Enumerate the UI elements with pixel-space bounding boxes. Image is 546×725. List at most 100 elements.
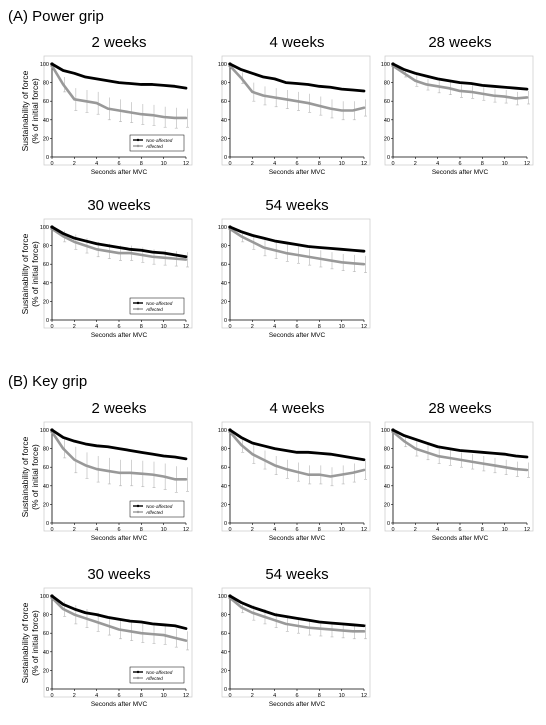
y-tick-label: 20 (384, 136, 390, 142)
x-tick-label: 0 (391, 161, 394, 167)
x-tick-label: 0 (50, 161, 53, 167)
y-tick-label: 0 (46, 155, 49, 161)
x-tick-label: 0 (228, 527, 231, 533)
y-tick-label: 0 (224, 318, 227, 324)
legend-box (129, 666, 185, 684)
x-tick-label: 12 (183, 527, 189, 533)
y-tick-label: 80 (43, 447, 49, 453)
y-tick-label: 60 (43, 99, 49, 105)
legend-label: Non-affected (146, 670, 173, 675)
y-tick-label: 20 (43, 502, 49, 508)
data-point (50, 225, 54, 229)
x-tick-label: 0 (228, 161, 231, 167)
legend-box (129, 134, 185, 152)
x-tick-label: 0 (391, 527, 394, 533)
panel-title: 2 weeks (91, 34, 147, 51)
y-tick-label: 80 (384, 81, 390, 87)
section-title-power-grip: (A) Power grip (8, 8, 104, 25)
y-tick-label: 60 (43, 262, 49, 268)
panel-frame (43, 421, 193, 532)
panel-frame (221, 421, 371, 532)
legend-box (129, 297, 185, 315)
y-tick-label: 60 (384, 99, 390, 105)
x-tick-label: 0 (50, 324, 53, 330)
y-tick-label: 20 (43, 136, 49, 142)
y-tick-label: 0 (387, 155, 390, 161)
x-tick-label: 12 (361, 527, 367, 533)
x-tick-label: 12 (183, 693, 189, 699)
x-tick-label: 12 (524, 161, 530, 167)
legend-label: Non-affected (146, 138, 173, 143)
x-tick-label: 6 (117, 527, 120, 533)
chart-svg: 0 20 40 60 80 100 0 2 4 6 8 10 12 Seconds after MVC (381, 55, 534, 176)
section-title-key-grip: (B) Key grip (8, 373, 88, 390)
x-axis-label: Seconds after MVC (91, 535, 148, 542)
y-tick-label: 20 (221, 502, 227, 508)
y-tick-label: 40 (384, 484, 390, 490)
chart-panel: 0 20 40 60 80 100 0 2 4 6 8 10 12 Seconds after MVC No… (22, 398, 194, 553)
y-tick-label: 20 (221, 136, 227, 142)
x-tick-label: 0 (228, 693, 231, 699)
panel-frame (384, 55, 534, 166)
y-tick-label: 60 (221, 99, 227, 105)
x-tick-label: 12 (183, 324, 189, 330)
legend-marker (136, 670, 140, 674)
panel-title: 54 weeks (265, 566, 329, 583)
y-tick-label: 100 (218, 594, 227, 600)
chart-svg: 0 20 40 60 80 100 0 2 4 6 8 10 12 Seconds after MVC (218, 55, 371, 176)
x-axis-label: Seconds after MVC (269, 169, 326, 176)
chart-panel: 0 20 40 60 80 100 0 2 4 6 8 10 12 Seconds after MVC (363, 398, 535, 553)
y-tick-label: 80 (384, 447, 390, 453)
panel-title: 4 weeks (269, 400, 325, 417)
x-tick-label: 2 (414, 161, 417, 167)
chart-svg: 0 20 40 60 80 100 0 2 4 6 8 10 12 Seconds after MVC No… (40, 55, 193, 176)
legend-label: Non-affected (146, 504, 173, 509)
series-line-non-affected (50, 62, 188, 90)
x-tick-label: 8 (481, 527, 484, 533)
chart-panel: 0 20 40 60 80 100 0 2 4 6 8 10 12 Seconds after MVC (200, 398, 372, 553)
x-tick-label: 2 (73, 693, 76, 699)
y-tick-label: 100 (218, 428, 227, 434)
x-tick-label: 2 (73, 527, 76, 533)
x-tick-label: 4 (273, 693, 276, 699)
x-tick-label: 2 (73, 161, 76, 167)
x-tick-label: 8 (140, 527, 143, 533)
y-tick-label: 100 (40, 62, 49, 68)
y-tick-label: 80 (43, 613, 49, 619)
x-axis-label: Seconds after MVC (432, 535, 489, 542)
series-line-affected (50, 596, 188, 642)
x-tick-label: 0 (228, 324, 231, 330)
y-tick-label: 100 (218, 225, 227, 231)
x-tick-label: 2 (251, 693, 254, 699)
y-tick-label: 60 (221, 465, 227, 471)
x-tick-label: 10 (502, 527, 508, 533)
x-tick-label: 8 (140, 693, 143, 699)
x-tick-label: 4 (273, 527, 276, 533)
x-tick-label: 2 (251, 527, 254, 533)
y-tick-label: 40 (221, 484, 227, 490)
y-tick-label: 20 (43, 668, 49, 674)
legend-marker (136, 144, 140, 148)
y-tick-label: 80 (221, 244, 227, 250)
chart-panel: 0 20 40 60 80 100 0 2 4 6 8 10 12 Seconds after MVC No… (22, 32, 194, 187)
x-tick-label: 4 (436, 161, 439, 167)
chart-panel: 0 20 40 60 80 100 0 2 4 6 8 10 12 Seconds after MVC No… (22, 564, 194, 719)
x-tick-label: 6 (295, 693, 298, 699)
x-tick-label: 6 (295, 161, 298, 167)
legend-marker (136, 138, 140, 142)
data-point (50, 428, 54, 432)
series-line-affected (50, 430, 188, 481)
x-axis-label: Seconds after MVC (269, 535, 326, 542)
x-tick-label: 4 (95, 161, 98, 167)
data-point (50, 594, 54, 598)
y-tick-label: 0 (46, 521, 49, 527)
x-tick-label: 0 (50, 527, 53, 533)
y-tick-label: 60 (43, 465, 49, 471)
y-tick-label: 40 (221, 118, 227, 124)
data-point (391, 62, 395, 66)
chart-panel: 0 20 40 60 80 100 0 2 4 6 8 10 12 Seconds after MVC No… (22, 195, 194, 350)
series-line-non-affected (50, 594, 188, 630)
y-tick-label: 80 (221, 81, 227, 87)
panel-frame (221, 218, 371, 329)
series-line-non-affected (228, 62, 366, 93)
